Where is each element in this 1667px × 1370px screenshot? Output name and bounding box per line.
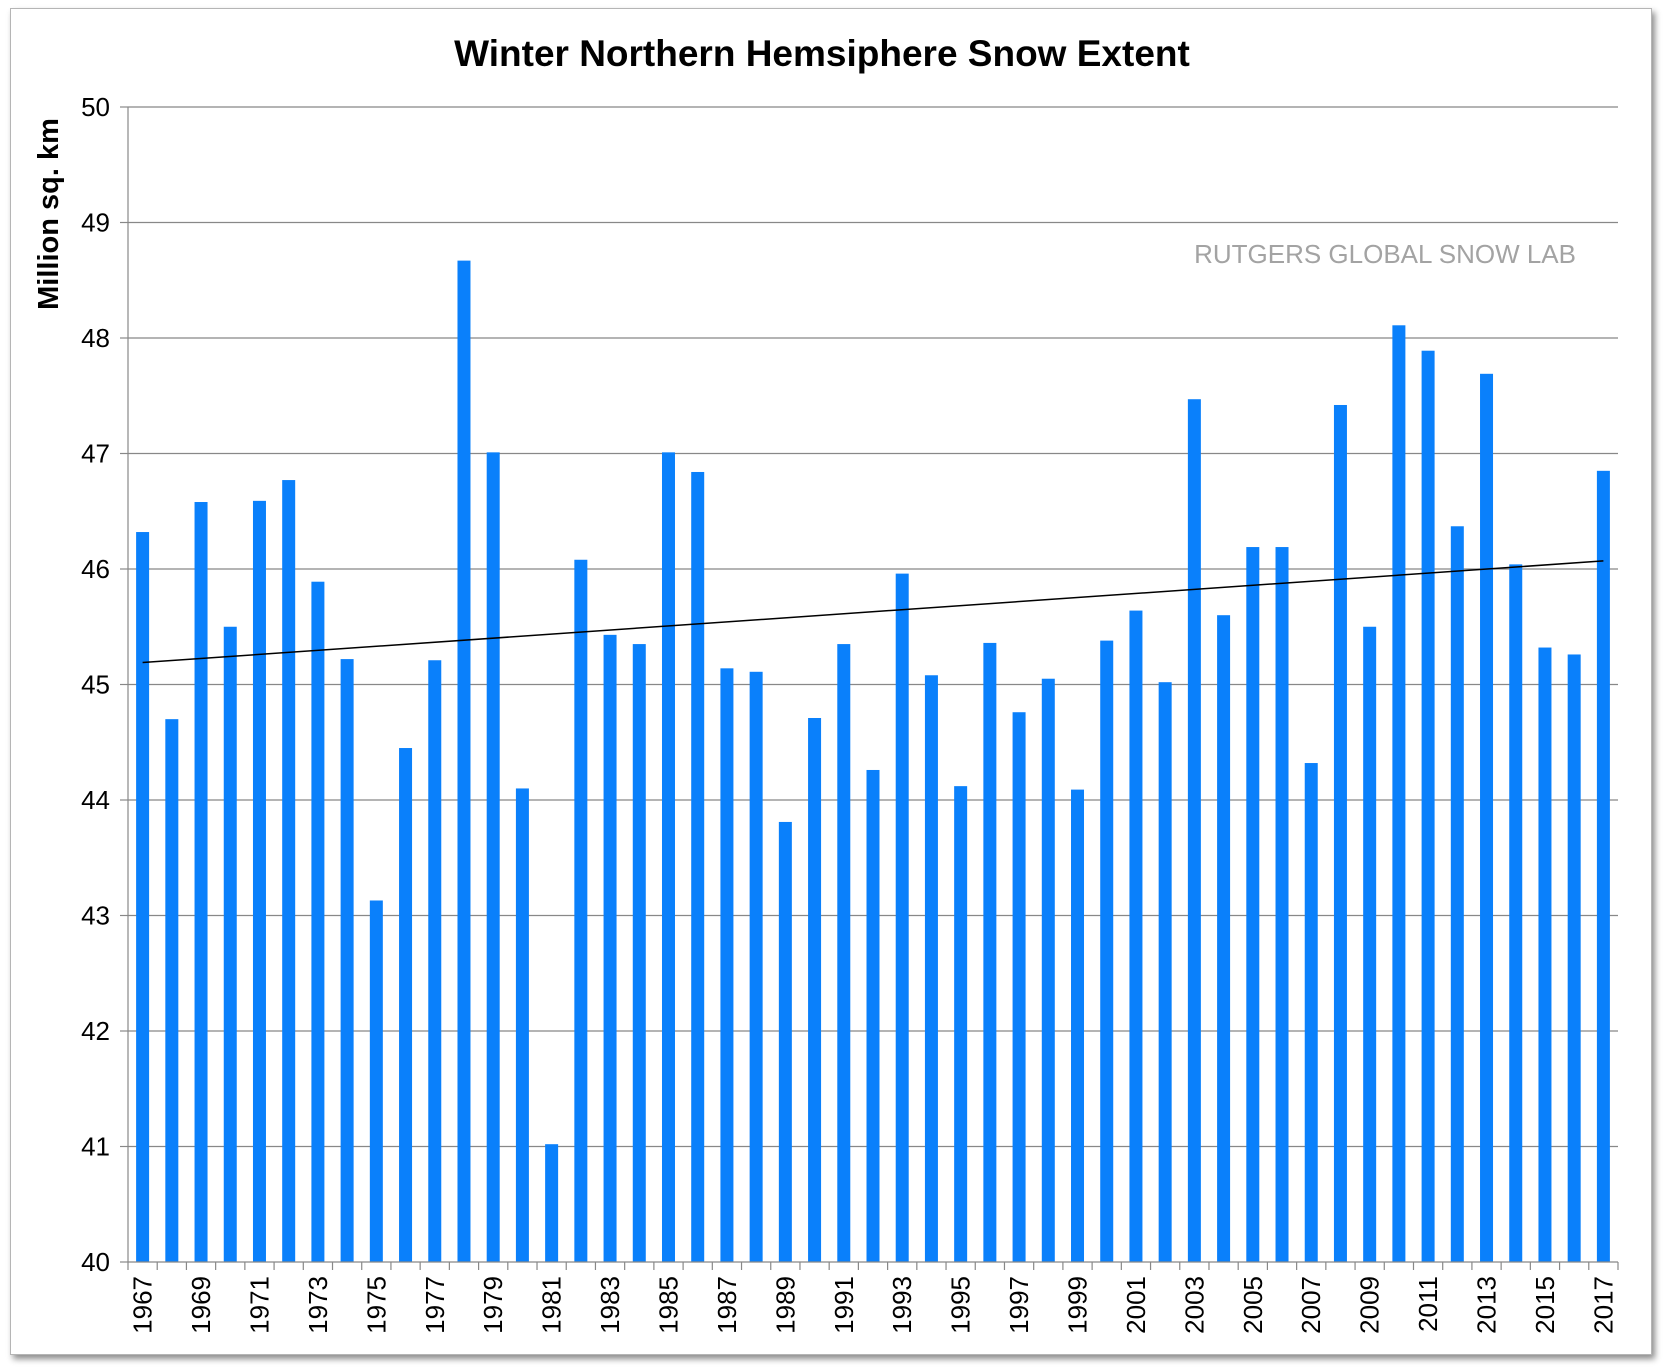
x-tick-label: 1995 (946, 1276, 976, 1334)
bar (136, 532, 150, 1262)
bar (340, 659, 354, 1262)
bar (895, 573, 909, 1262)
bar (1275, 547, 1289, 1262)
x-tick-label: 2013 (1472, 1276, 1502, 1334)
x-tick-label: 2017 (1588, 1276, 1618, 1334)
bar (1333, 404, 1347, 1262)
x-tick-label: 1981 (537, 1276, 567, 1334)
bars (136, 260, 1610, 1263)
y-tick-label: 45 (81, 670, 110, 700)
bar (661, 452, 675, 1263)
y-tick-label: 41 (81, 1132, 110, 1162)
trendline-group (142, 560, 1604, 664)
x-tick-label: 1967 (128, 1276, 158, 1334)
bar (632, 644, 646, 1262)
bar (720, 668, 734, 1262)
bar (428, 660, 442, 1262)
bar (1071, 789, 1085, 1262)
x-tick-label: 1973 (303, 1276, 333, 1334)
y-tick-label: 48 (81, 323, 110, 353)
bar (603, 634, 617, 1262)
bar (252, 500, 266, 1263)
x-tick-label: 2001 (1121, 1276, 1151, 1334)
bar (457, 260, 471, 1262)
y-axis-label: Million sq. km (33, 118, 65, 310)
bar (749, 671, 763, 1262)
x-tick-label: 2007 (1296, 1276, 1326, 1334)
bar (515, 788, 529, 1262)
bar (1187, 399, 1201, 1263)
x-tick-label: 1997 (1004, 1276, 1034, 1334)
x-tick-label: 1999 (1063, 1276, 1093, 1334)
bar (1421, 350, 1435, 1263)
bar (808, 717, 822, 1262)
x-tick-label: 1969 (186, 1276, 216, 1334)
x-tick-label: 2015 (1530, 1276, 1560, 1334)
x-tick-label: 2009 (1355, 1276, 1385, 1334)
x-tick-label: 1971 (244, 1276, 274, 1334)
axes: 40 41 42 43 44 45 46 47 48 49 50 1967 1969 1971 1973 19… (81, 92, 1619, 1334)
x-tick-label: 1975 (361, 1276, 391, 1334)
bar (837, 644, 851, 1262)
trendline (142, 560, 1604, 664)
x-tick-label: 2011 (1413, 1276, 1443, 1332)
bar (194, 502, 208, 1262)
y-tick-label: 49 (81, 208, 110, 238)
bar (1100, 640, 1114, 1262)
bar (1538, 647, 1552, 1262)
x-tick-label: 1985 (653, 1276, 683, 1334)
bar (1450, 526, 1464, 1262)
bar (954, 786, 968, 1262)
x-tick-label: 1983 (595, 1276, 625, 1334)
bar (399, 748, 413, 1262)
bar (1509, 564, 1523, 1262)
bar (223, 626, 237, 1262)
y-tick-label: 42 (81, 1016, 110, 1046)
bar (1217, 615, 1231, 1262)
y-tick-label: 46 (81, 554, 110, 584)
y-tick-label: 47 (81, 439, 110, 469)
bar (1480, 373, 1494, 1262)
bar (165, 719, 179, 1262)
x-tick-label: 1991 (829, 1276, 859, 1334)
bar (1596, 470, 1610, 1262)
x-tick-label: 1979 (478, 1276, 508, 1334)
bar (1012, 712, 1026, 1262)
bar (1567, 654, 1581, 1262)
bar (1129, 610, 1143, 1262)
x-tick-label: 1989 (770, 1276, 800, 1334)
x-tick-label: 2003 (1179, 1276, 1209, 1334)
bar (1392, 325, 1406, 1262)
bar (924, 675, 938, 1262)
x-tick-label: 1987 (712, 1276, 742, 1334)
bar (1246, 547, 1260, 1262)
bar (778, 821, 792, 1262)
bar (369, 900, 383, 1262)
bar (866, 769, 880, 1262)
y-tick-label: 44 (81, 785, 110, 815)
bar (486, 452, 500, 1263)
y-tick-label: 50 (81, 92, 110, 122)
y-tick-label: 43 (81, 901, 110, 931)
y-tick-label: 40 (81, 1247, 110, 1277)
bar (545, 1144, 559, 1262)
x-tick-label: 2005 (1238, 1276, 1268, 1334)
bar (282, 480, 296, 1262)
watermark-text: RUTGERS GLOBAL SNOW LAB (1194, 239, 1576, 269)
chart-title: Winter Northern Hemsiphere Snow Extent (454, 33, 1190, 74)
x-tick-label: 1977 (420, 1276, 450, 1334)
bar (1363, 626, 1377, 1262)
bar (574, 559, 588, 1262)
bar (1041, 678, 1055, 1262)
bar (1158, 682, 1172, 1262)
bar (983, 642, 997, 1262)
bar (1304, 763, 1318, 1262)
x-tick-label: 1993 (887, 1276, 917, 1334)
bar (311, 581, 325, 1262)
bar (691, 471, 705, 1263)
